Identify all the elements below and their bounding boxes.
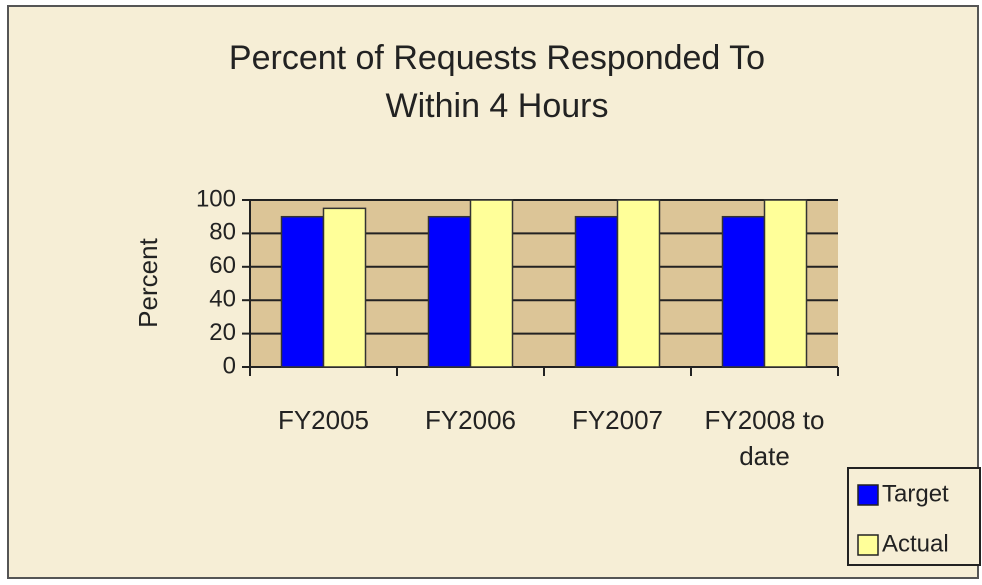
x-tick-label: FY2006 bbox=[424, 405, 517, 435]
bar bbox=[469, 199, 514, 368]
x-tick-label: FY2005 bbox=[277, 405, 370, 435]
bar bbox=[763, 199, 808, 368]
legend-label: Target bbox=[882, 480, 949, 507]
y-tick-label: 40 bbox=[209, 286, 236, 313]
y-tick-label: 60 bbox=[209, 252, 236, 279]
x-tick-label: FY2007 bbox=[571, 405, 664, 435]
y-tick-label: 20 bbox=[209, 319, 236, 346]
legend-swatch bbox=[857, 484, 879, 506]
bar bbox=[721, 215, 766, 368]
bar bbox=[616, 199, 661, 368]
chart-title: Percent of Requests Responded To Within … bbox=[228, 39, 766, 125]
y-axis-label: Percent bbox=[133, 237, 163, 327]
x-tick-label: FY2008 to date bbox=[704, 405, 825, 471]
bar bbox=[322, 207, 367, 368]
bar bbox=[427, 215, 472, 368]
y-tick-label: 100 bbox=[196, 185, 236, 212]
legend-swatch bbox=[857, 534, 879, 556]
y-tick-label: 80 bbox=[209, 219, 236, 246]
bar bbox=[574, 215, 619, 368]
bar bbox=[280, 215, 325, 368]
legend-label: Actual bbox=[882, 530, 949, 557]
y-tick-label: 0 bbox=[223, 352, 236, 379]
